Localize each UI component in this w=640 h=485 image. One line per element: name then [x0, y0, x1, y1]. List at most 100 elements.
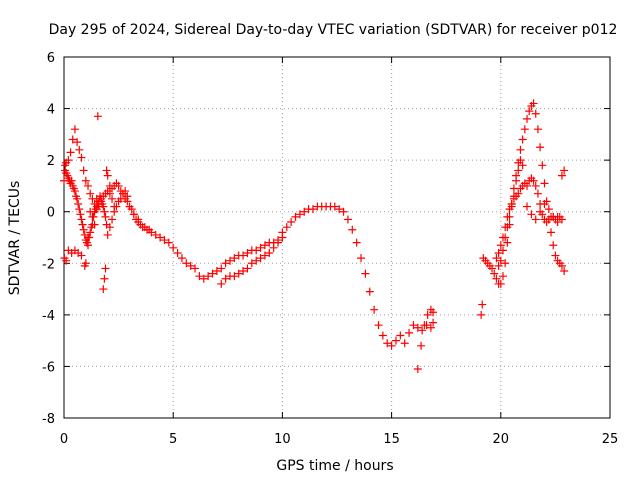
data-point [492, 254, 501, 263]
data-point [274, 238, 283, 247]
data-point [114, 181, 123, 190]
y-tick-label: -8 [42, 412, 55, 427]
data-point [100, 274, 109, 283]
data-point [217, 279, 226, 288]
data-point [405, 328, 414, 337]
data-point [536, 143, 545, 152]
data-point [86, 189, 95, 198]
data-point [557, 171, 566, 180]
data-point [93, 112, 102, 121]
data-point [531, 215, 540, 224]
data-point [557, 261, 566, 270]
gridlines [64, 57, 610, 418]
data-point [429, 308, 438, 317]
data-point [544, 205, 553, 214]
data-point [291, 212, 300, 221]
data-point [533, 189, 542, 198]
data-point [199, 274, 208, 283]
data-point [343, 215, 352, 224]
data-point [361, 269, 370, 278]
data-point [549, 241, 558, 250]
data-point [252, 256, 261, 265]
data-point [490, 269, 499, 278]
data-point [538, 161, 547, 170]
data-point [108, 194, 117, 203]
data-point [70, 125, 79, 134]
data-point [204, 272, 213, 281]
data-point [86, 228, 95, 237]
data-point [103, 230, 112, 239]
data-point [391, 336, 400, 345]
data-point [234, 269, 243, 278]
data-point [123, 197, 132, 206]
data-point [62, 256, 71, 265]
data-point [84, 241, 93, 250]
data-point [409, 321, 418, 330]
data-point [498, 246, 507, 255]
data-point [125, 202, 134, 211]
data-point [99, 285, 108, 294]
data-point [478, 300, 487, 309]
data-point [160, 236, 169, 245]
data-point [426, 323, 435, 332]
data-point [79, 166, 88, 175]
data-point [547, 228, 556, 237]
data-point [97, 197, 106, 206]
data-point [400, 339, 409, 348]
data-point [496, 256, 505, 265]
data-point [75, 205, 84, 214]
chart-title: Day 295 of 2024, Sidereal Day-to-day VTE… [49, 22, 618, 38]
data-point [507, 202, 516, 211]
data-point [514, 166, 523, 175]
data-point [230, 254, 239, 263]
data-point [177, 254, 186, 263]
data-point [429, 318, 438, 327]
data-point [295, 210, 304, 219]
data-point [518, 161, 527, 170]
data-point [420, 321, 429, 330]
x-axis-label: GPS time / hours [276, 458, 393, 474]
data-point [516, 145, 525, 154]
data-point [477, 310, 486, 319]
data-point [73, 138, 82, 147]
data-point [357, 254, 366, 263]
x-tick-label: 25 [602, 432, 619, 447]
x-tick-label: 15 [383, 432, 400, 447]
data-point [396, 331, 405, 340]
data-point [110, 202, 119, 211]
data-point [557, 215, 566, 224]
data-point [536, 207, 545, 216]
data-point [496, 279, 505, 288]
data-point [525, 107, 534, 116]
data-point [64, 156, 73, 165]
data-point [553, 218, 562, 227]
y-tick-label: -6 [42, 360, 55, 375]
data-point [169, 243, 178, 252]
data-point [501, 259, 510, 268]
data-point [520, 125, 529, 134]
x-tick-label: 0 [60, 432, 68, 447]
data-point [494, 261, 503, 270]
data-point [247, 259, 256, 268]
data-point [516, 156, 525, 165]
data-point [134, 215, 143, 224]
data-point [560, 166, 569, 175]
data-point [527, 210, 536, 219]
data-point [90, 199, 99, 208]
data-point [523, 114, 532, 123]
data-point [540, 179, 549, 188]
data-point [348, 225, 357, 234]
data-point [90, 220, 99, 229]
data-point [496, 241, 505, 250]
data-point [100, 207, 109, 216]
data-point [512, 176, 521, 185]
data-point [531, 109, 540, 118]
data-point [66, 148, 75, 157]
data-point [81, 259, 90, 268]
data-point [518, 135, 527, 144]
x-tick-label: 10 [274, 432, 291, 447]
data-point [308, 205, 317, 214]
data-point [330, 202, 339, 211]
data-point [81, 176, 90, 185]
